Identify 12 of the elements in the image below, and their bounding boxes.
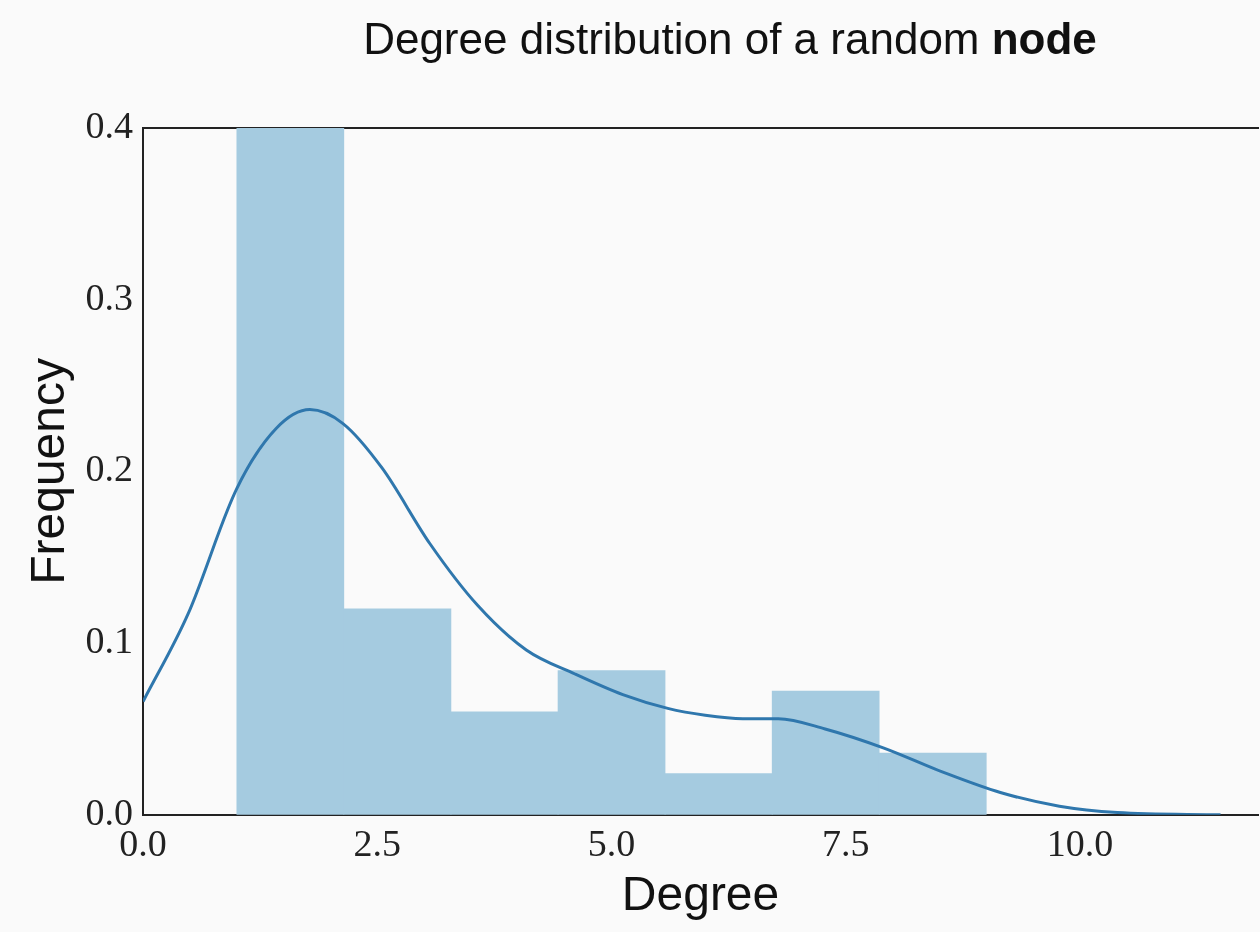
y-tick-label: 0.1 [85,619,134,662]
x-tick-label: 7.5 [822,821,870,864]
y-tick-label: 0.3 [85,275,134,318]
y-axis-title: Frequency [21,358,75,585]
x-tick-label: 2.5 [353,821,402,864]
x-tick-label: 10.0 [1046,821,1114,864]
x-axis-title: Degree [621,867,780,921]
y-tick-label: 0.2 [85,447,134,490]
line-series [143,408,1223,815]
chart-title: Degree distribution of a random node [362,14,1098,64]
x-tick-label: 5.0 [587,821,636,864]
y-tick-label: 0.4 [85,103,134,146]
